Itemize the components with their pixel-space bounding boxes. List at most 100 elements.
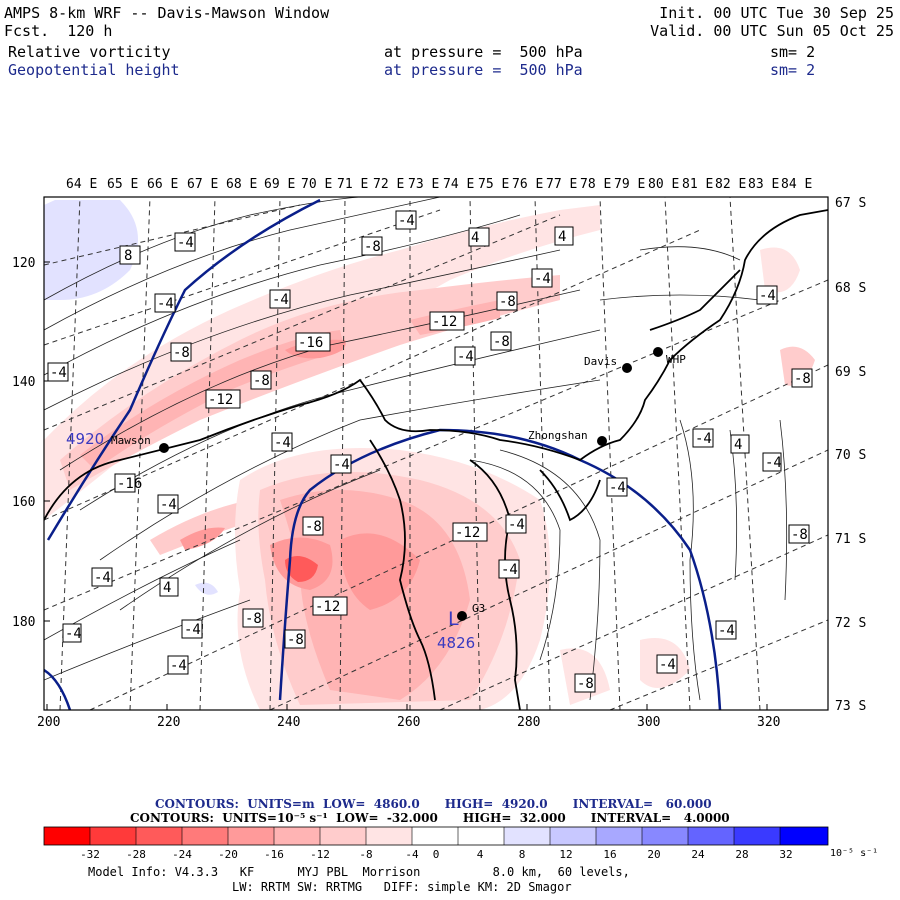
svg-text:4: 4 (734, 437, 742, 453)
lon-label: 74 E (443, 177, 474, 192)
contour-label: -8 (788, 524, 810, 544)
contour-label: -4 (531, 268, 553, 288)
contour-label: -8 (496, 291, 518, 311)
svg-text:-4: -4 (718, 623, 735, 639)
station-dot-davis (622, 363, 632, 373)
lon-label: 65 E (107, 177, 138, 192)
station-label-zhongshan: Zhongshan (528, 429, 588, 442)
contour-label: -8 (361, 236, 383, 256)
contour-label: -4 (715, 620, 737, 640)
contour-label: -8 (791, 368, 813, 388)
contour-label: -16 (114, 473, 142, 493)
x-tick-label: 240 (277, 715, 300, 730)
svg-text:-4: -4 (765, 455, 782, 471)
colorbar-label: -16 (264, 848, 284, 861)
map-title: AMPS 8-km WRF -- Davis-Mawson Window (4, 4, 330, 22)
svg-text:-12: -12 (208, 392, 233, 408)
station-dot-g3 (457, 611, 467, 621)
contour-label: 4 (730, 434, 750, 454)
svg-text:8: 8 (124, 248, 132, 264)
svg-text:-4: -4 (50, 365, 67, 381)
lat-label: 71 S (835, 532, 866, 547)
svg-text:-4: -4 (398, 213, 415, 229)
colorbar-label: 0 (433, 848, 440, 861)
colorbar-label: 8 (519, 848, 526, 861)
contour-label: -4 (692, 428, 714, 448)
colorbar-cell (688, 827, 734, 845)
colorbar-label: 20 (647, 848, 660, 861)
contour-label: -4 (606, 477, 628, 497)
svg-text:4: 4 (471, 230, 479, 246)
lon-label: 81 E (682, 177, 713, 192)
colorbar-label: -8 (359, 848, 372, 861)
height-label-4826: 4826 (437, 634, 475, 652)
map-plot-area: -4 4 -8 8 -12 -16 -4 -8 -4 4 -12 -8 -4 -… (44, 197, 828, 710)
colorbar-cell (412, 827, 458, 845)
svg-text:-4: -4 (501, 562, 518, 578)
vorticity-core-south (285, 556, 318, 582)
contour-label: 4 (159, 577, 179, 597)
colorbar-cell (366, 827, 412, 845)
contour-label: -4 (167, 655, 189, 675)
colorbar-cell (596, 827, 642, 845)
svg-text:-8: -8 (791, 527, 808, 543)
y-tick-label: 140 (12, 375, 35, 390)
bottom-axis: 200 220 240 260 280 300 320 (37, 704, 780, 730)
svg-text:-8: -8 (305, 519, 322, 535)
x-tick-label: 280 (517, 715, 540, 730)
y-tick-label: 120 (12, 256, 35, 271)
contour-label: -8 (302, 516, 324, 536)
lon-label: 73 E (408, 177, 439, 192)
svg-text:-12: -12 (455, 525, 480, 541)
contour-label: -4 (174, 232, 196, 252)
contour-label: 4 (554, 226, 574, 246)
model-info-line1: Model Info: V4.3.3 KF MYJ PBL Morrison 8… (88, 865, 630, 879)
colorbar-cell (458, 827, 504, 845)
coastline (44, 209, 828, 710)
station-dot-whp (653, 347, 663, 357)
colorbar-cell (44, 827, 90, 845)
longitude-labels: 64 E 65 E 66 E 67 E 68 E 69 E 70 E 71 E … (66, 177, 812, 192)
valid-time: Valid. 00 UTC Sun 05 Oct 25 (650, 22, 894, 40)
lat-label: 69 S (835, 365, 866, 380)
lon-label: 67 E (187, 177, 218, 192)
colorbar-cell (780, 827, 828, 845)
svg-text:-4: -4 (160, 497, 177, 513)
station-label-davis: Davis (584, 355, 617, 368)
contour-label: 8 (119, 245, 141, 265)
y-tick-label: 180 (12, 615, 35, 630)
lon-label: 70 E (301, 177, 332, 192)
lon-label: 84 E (781, 177, 812, 192)
x-tick-label: 300 (637, 715, 660, 730)
svg-text:-4: -4 (508, 517, 525, 533)
height-contour-4860 (278, 428, 722, 710)
station-label-g3: G3 (472, 602, 485, 615)
colorbar-cell (550, 827, 596, 845)
colorbar-label: 4 (477, 848, 484, 861)
colorbar-label: 16 (603, 848, 616, 861)
field2-smoothing: sm= 2 (770, 61, 816, 79)
svg-text:-4: -4 (695, 431, 712, 447)
svg-text:-16: -16 (117, 476, 142, 492)
model-info-line2: LW: RRTM SW: RRTMG DIFF: simple KM: 2D S… (232, 880, 572, 894)
lat-label: 73 S (835, 699, 866, 714)
lon-label: 69 E (264, 177, 295, 192)
init-time: Init. 00 UTC Tue 30 Sep 25 (659, 4, 894, 22)
height-contour-4920 (46, 198, 321, 541)
lat-label: 67 S (835, 196, 866, 211)
lat-label: 70 S (835, 448, 866, 463)
station-label-mawson: Mawson (111, 434, 151, 447)
contour-label: -4 (498, 559, 520, 579)
contour-label: -4 (47, 362, 69, 382)
svg-text:4: 4 (558, 229, 566, 245)
contour-label: -4 (330, 454, 352, 474)
contour-label: -8 (490, 331, 512, 351)
svg-text:-4: -4 (659, 657, 676, 673)
contour-label: -4 (756, 285, 778, 305)
height-label-4920: 4920 (66, 430, 104, 448)
colorbar-label: -32 (80, 848, 100, 861)
colorbar (43, 826, 829, 846)
svg-text:-8: -8 (577, 676, 594, 692)
station-label-whp: WHP (666, 353, 686, 366)
contour-label: -4 (91, 567, 113, 587)
